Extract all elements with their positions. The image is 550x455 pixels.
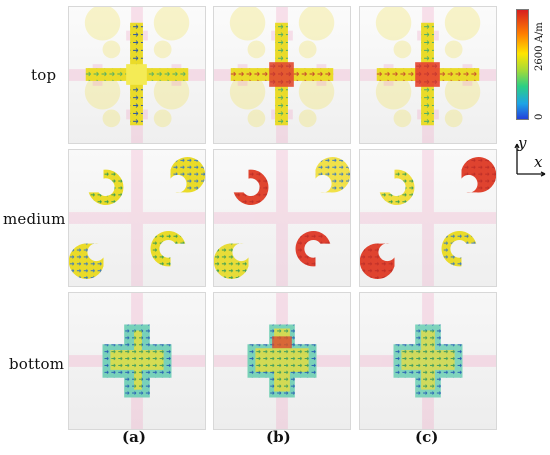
row-label-bottom: bottom <box>9 355 65 373</box>
panel-top-c <box>359 6 497 144</box>
colorbar-max-label: 2600 A/m <box>534 22 545 71</box>
panel-medium-a <box>68 149 206 287</box>
axis-x-label: x <box>534 153 543 171</box>
row-label-top: top <box>31 66 57 84</box>
panel-bottom-c <box>359 292 497 430</box>
panel-medium-c <box>359 149 497 287</box>
panel-medium-b <box>213 149 351 287</box>
panel-bottom-a <box>68 292 206 430</box>
column-label-a: (a) <box>122 428 146 446</box>
axis-y-label: y <box>518 134 527 152</box>
panel-bottom-b <box>213 292 351 430</box>
colorbar-min-label: 0 <box>534 113 545 120</box>
column-label-b: (b) <box>266 428 291 446</box>
column-label-c: (c) <box>415 428 439 446</box>
row-label-medium: medium <box>3 210 66 228</box>
panel-top-a <box>68 6 206 144</box>
panel-top-b <box>213 6 351 144</box>
axis-indicator <box>514 138 550 178</box>
colorbar <box>516 9 529 120</box>
